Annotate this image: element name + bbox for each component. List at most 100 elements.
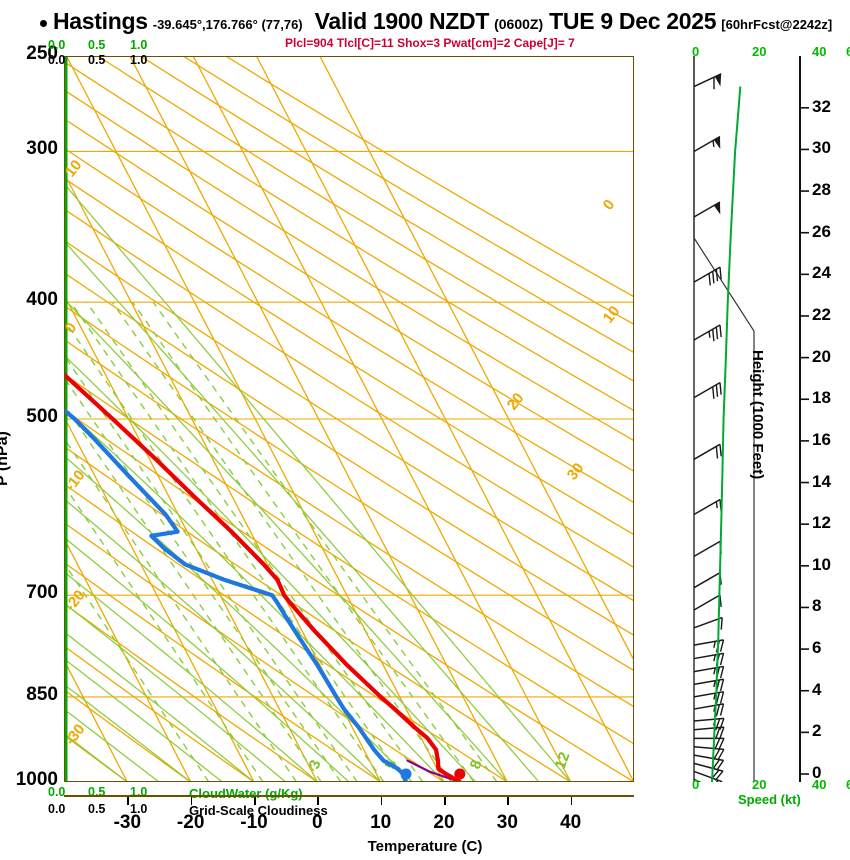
- height-trace: [711, 86, 742, 782]
- wind-barb: [694, 737, 725, 750]
- wind-barb: [693, 678, 725, 692]
- svg-text:20: 20: [504, 390, 528, 414]
- height-tick-0: 0: [812, 763, 822, 782]
- wind-barb: [693, 770, 723, 782]
- wind-barb-canvas: [693, 56, 755, 782]
- svg-text:8: 8: [467, 758, 486, 772]
- svg-text:30: 30: [564, 460, 588, 484]
- wind-barb: [693, 690, 725, 705]
- temperature-tick-20: 20: [433, 812, 455, 833]
- height-tick-6: 6: [812, 638, 822, 658]
- forecast-stamp: [60hrFcst@2242z]: [721, 17, 833, 32]
- svg-text:20: 20: [630, 750, 634, 771]
- pressure-axis-label: P (hPa): [0, 431, 11, 486]
- temperature-tickmark: [444, 795, 446, 805]
- temperature-tick-0: 0: [312, 812, 323, 833]
- wind-barb: [693, 201, 721, 218]
- svg-text:12: 12: [552, 750, 574, 771]
- speed-tick-bottom-60: 60: [846, 777, 850, 792]
- speed-tick-top-20: 20: [752, 44, 767, 59]
- temperature-tick--10: -10: [240, 812, 268, 833]
- svg-text:0: 0: [600, 196, 619, 213]
- wind-barb: [693, 778, 702, 782]
- svg-text:3: 3: [306, 758, 325, 772]
- title-row: Hastings -39.645°,176.766° (77,76) Valid 1…: [40, 8, 832, 35]
- wind-barb: [693, 594, 722, 611]
- valid-date: TUE 9 Dec 2025: [549, 8, 717, 34]
- temperature-tick-40: 40: [560, 812, 582, 833]
- pressure-tick-850: 850: [26, 683, 58, 705]
- temperature-tickmark: [127, 795, 129, 805]
- cloudiness-tick-bottom-1: 0.5: [88, 802, 106, 816]
- height-axis: [782, 56, 850, 782]
- height-tick-20: 20: [812, 346, 831, 366]
- height-tick-24: 24: [812, 263, 831, 283]
- pressure-tick-1000: 1000: [15, 769, 58, 790]
- speed-tick-top-60: 60: [846, 44, 850, 59]
- height-tick-12: 12: [812, 513, 831, 533]
- height-tick-4: 4: [812, 679, 822, 699]
- station-coordinates: -39.645°,176.766° (77,76): [152, 17, 303, 32]
- cloudwater-tick-top-0: 0.0: [48, 38, 66, 52]
- temperature-tick-10: 10: [370, 812, 392, 833]
- bottom-axis-rule: [64, 795, 634, 797]
- header: Hastings -39.645°,176.766° (77,76) Valid 1…: [0, 0, 850, 50]
- surface-temperature-dot: [454, 768, 466, 780]
- height-tick-16: 16: [812, 429, 831, 449]
- wind-barb: [693, 540, 722, 558]
- height-tick-30: 30: [812, 138, 831, 158]
- speed-tick-top-0: 0: [692, 44, 700, 59]
- temperature-tickmark: [254, 795, 256, 805]
- surface-dewpoint-dot: [400, 768, 412, 780]
- height-tick-10: 10: [812, 554, 831, 574]
- temperature-tickmark: [317, 795, 319, 805]
- temperature-tickmark: [190, 795, 193, 805]
- wind-barb: [693, 498, 722, 516]
- height-tick-22: 22: [812, 304, 831, 324]
- svg-text:10: 10: [600, 303, 624, 327]
- cloudwater-tick-top-2: 1.0: [130, 38, 148, 52]
- wind-barb-panel: [660, 56, 770, 782]
- pressure-tick-300: 300: [26, 138, 58, 160]
- parcel-curve: [406, 759, 461, 782]
- station-marker-icon: [40, 19, 47, 27]
- height-axis-label: Height (1000 Feet): [749, 350, 766, 480]
- cloudwater-tick-bottom-0: 0.0: [48, 785, 66, 799]
- cloudiness-tick-top-2: 1.0: [130, 53, 148, 67]
- wind-barb: [693, 703, 725, 717]
- height-tick-32: 32: [812, 96, 831, 116]
- cloudwater-tick-top-1: 0.5: [88, 38, 106, 52]
- wind-barb: [693, 324, 722, 342]
- temperature-tickmark: [570, 795, 573, 805]
- speed-tick-bottom-0: 0: [692, 777, 700, 792]
- valid-time: Valid 1900 NZDT: [314, 8, 490, 34]
- temperature-tickmark: [380, 795, 383, 805]
- wind-panel-frame: [693, 56, 755, 782]
- temperature-tick-30: 30: [496, 812, 518, 833]
- station-name: Hastings: [53, 8, 148, 34]
- speed-tick-bottom-20: 20: [752, 777, 767, 792]
- pressure-tick-500: 500: [26, 406, 58, 427]
- height-tick-2: 2: [812, 721, 822, 741]
- temperature-axis-label: Temperature (C): [367, 838, 483, 855]
- wind-barb: [693, 135, 721, 153]
- skewt-plot: 10 0 -10 -20 -30 0 10 20 30 3 5 8 12 20: [64, 56, 634, 782]
- wind-barb: [693, 665, 725, 680]
- cloudiness-tick-top-0: 0.0: [48, 53, 66, 67]
- speed-tick-bottom-40: 40: [812, 777, 827, 792]
- cloudiness-tick-top-1: 0.5: [88, 53, 106, 67]
- temperature-curve: [64, 371, 462, 782]
- zulu-time: (0600Z): [494, 16, 544, 32]
- cloudwater-label: CloudWater (g/Kg): [189, 786, 303, 801]
- temperature-tick--30: -30: [113, 812, 142, 833]
- speed-tick-top-40: 40: [812, 44, 827, 59]
- wind-barb: [693, 381, 722, 399]
- wind-barb: [693, 726, 725, 740]
- cloudiness-label: Grid-Scale Cloudiness: [189, 803, 328, 818]
- wind-barb: [693, 616, 723, 630]
- svg-text:-20: -20: [64, 587, 89, 615]
- wind-barb: [693, 73, 722, 90]
- pressure-tick-700: 700: [26, 582, 58, 604]
- height-tick-8: 8: [812, 596, 822, 616]
